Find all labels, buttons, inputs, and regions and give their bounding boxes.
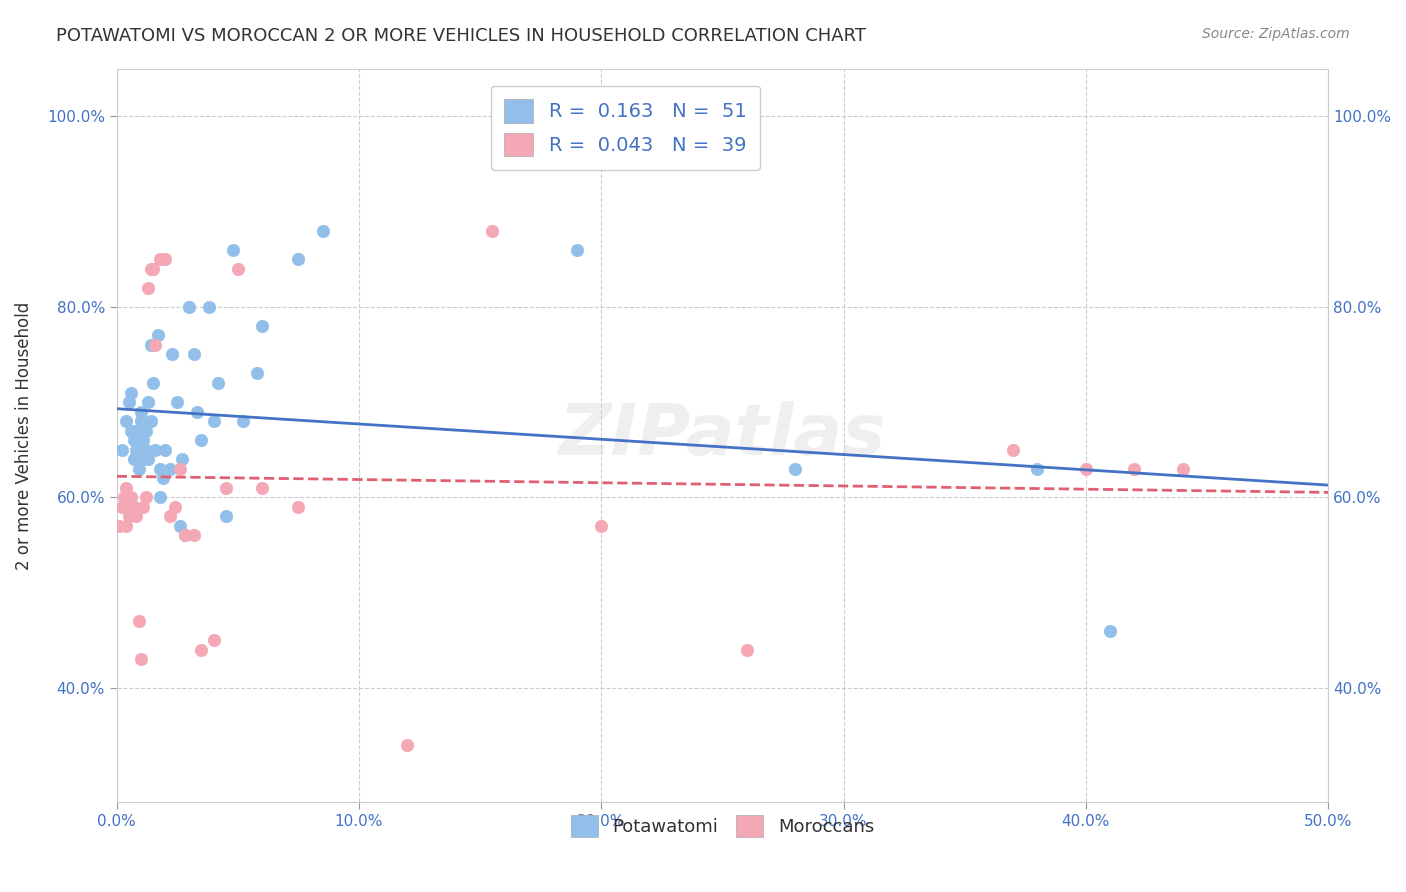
Point bbox=[152, 471, 174, 485]
Point bbox=[311, 223, 333, 237]
Point bbox=[190, 642, 212, 657]
Point bbox=[1026, 462, 1049, 476]
Point bbox=[1074, 462, 1097, 476]
Point bbox=[190, 433, 212, 447]
Point bbox=[169, 462, 191, 476]
Point bbox=[135, 424, 157, 438]
Point bbox=[159, 462, 181, 476]
Point bbox=[115, 414, 138, 428]
Point bbox=[136, 281, 159, 295]
Point bbox=[120, 500, 142, 514]
Point bbox=[110, 500, 132, 514]
Point bbox=[183, 347, 205, 361]
Point bbox=[110, 442, 132, 457]
Point bbox=[128, 614, 150, 628]
Point bbox=[202, 633, 225, 648]
Legend: Potawatomi, Moroccans: Potawatomi, Moroccans bbox=[564, 808, 882, 845]
Point bbox=[125, 424, 148, 438]
Point bbox=[115, 481, 138, 495]
Text: Source: ZipAtlas.com: Source: ZipAtlas.com bbox=[1202, 27, 1350, 41]
Point bbox=[215, 509, 238, 524]
Point bbox=[132, 433, 155, 447]
Point bbox=[202, 414, 225, 428]
Text: ZIPatlas: ZIPatlas bbox=[558, 401, 886, 470]
Point bbox=[136, 452, 159, 467]
Point bbox=[139, 338, 162, 352]
Point bbox=[149, 462, 172, 476]
Point bbox=[246, 367, 269, 381]
Point bbox=[207, 376, 229, 390]
Point bbox=[163, 500, 186, 514]
Point bbox=[172, 452, 194, 467]
Point bbox=[142, 261, 165, 276]
Point bbox=[132, 500, 155, 514]
Point bbox=[396, 738, 419, 752]
Point bbox=[145, 338, 167, 352]
Point bbox=[226, 261, 249, 276]
Point bbox=[125, 442, 148, 457]
Point bbox=[222, 243, 245, 257]
Point bbox=[125, 509, 148, 524]
Point bbox=[159, 509, 181, 524]
Point bbox=[120, 424, 142, 438]
Point bbox=[250, 481, 273, 495]
Point bbox=[149, 252, 172, 266]
Point bbox=[129, 404, 152, 418]
Point bbox=[215, 481, 238, 495]
Y-axis label: 2 or more Vehicles in Household: 2 or more Vehicles in Household bbox=[15, 301, 32, 569]
Point bbox=[129, 414, 152, 428]
Point bbox=[122, 452, 145, 467]
Point bbox=[120, 385, 142, 400]
Point bbox=[735, 642, 758, 657]
Point bbox=[179, 300, 201, 314]
Point bbox=[1171, 462, 1194, 476]
Point bbox=[1123, 462, 1146, 476]
Point bbox=[481, 223, 503, 237]
Point bbox=[153, 252, 176, 266]
Point bbox=[153, 442, 176, 457]
Point bbox=[122, 433, 145, 447]
Point bbox=[139, 414, 162, 428]
Point bbox=[115, 519, 138, 533]
Point bbox=[162, 347, 184, 361]
Point bbox=[232, 414, 254, 428]
Point bbox=[129, 652, 152, 666]
Point bbox=[591, 519, 613, 533]
Point bbox=[287, 252, 309, 266]
Point bbox=[565, 243, 588, 257]
Point bbox=[785, 462, 807, 476]
Point bbox=[183, 528, 205, 542]
Point bbox=[136, 395, 159, 409]
Point bbox=[287, 500, 309, 514]
Point bbox=[146, 328, 169, 343]
Point bbox=[118, 509, 141, 524]
Point bbox=[173, 528, 195, 542]
Point bbox=[135, 491, 157, 505]
Text: POTAWATOMI VS MOROCCAN 2 OR MORE VEHICLES IN HOUSEHOLD CORRELATION CHART: POTAWATOMI VS MOROCCAN 2 OR MORE VEHICLE… bbox=[56, 27, 866, 45]
Point bbox=[135, 442, 157, 457]
Point bbox=[1002, 442, 1025, 457]
Point bbox=[132, 452, 155, 467]
Point bbox=[139, 261, 162, 276]
Point bbox=[142, 376, 165, 390]
Point bbox=[250, 318, 273, 333]
Point bbox=[120, 491, 142, 505]
Point bbox=[118, 395, 141, 409]
Point bbox=[128, 462, 150, 476]
Point bbox=[108, 519, 131, 533]
Point bbox=[1099, 624, 1122, 638]
Point bbox=[169, 519, 191, 533]
Point bbox=[122, 500, 145, 514]
Point bbox=[197, 300, 219, 314]
Point bbox=[149, 491, 172, 505]
Point bbox=[173, 528, 195, 542]
Point bbox=[145, 442, 167, 457]
Point bbox=[166, 395, 188, 409]
Point bbox=[112, 491, 135, 505]
Point bbox=[186, 404, 208, 418]
